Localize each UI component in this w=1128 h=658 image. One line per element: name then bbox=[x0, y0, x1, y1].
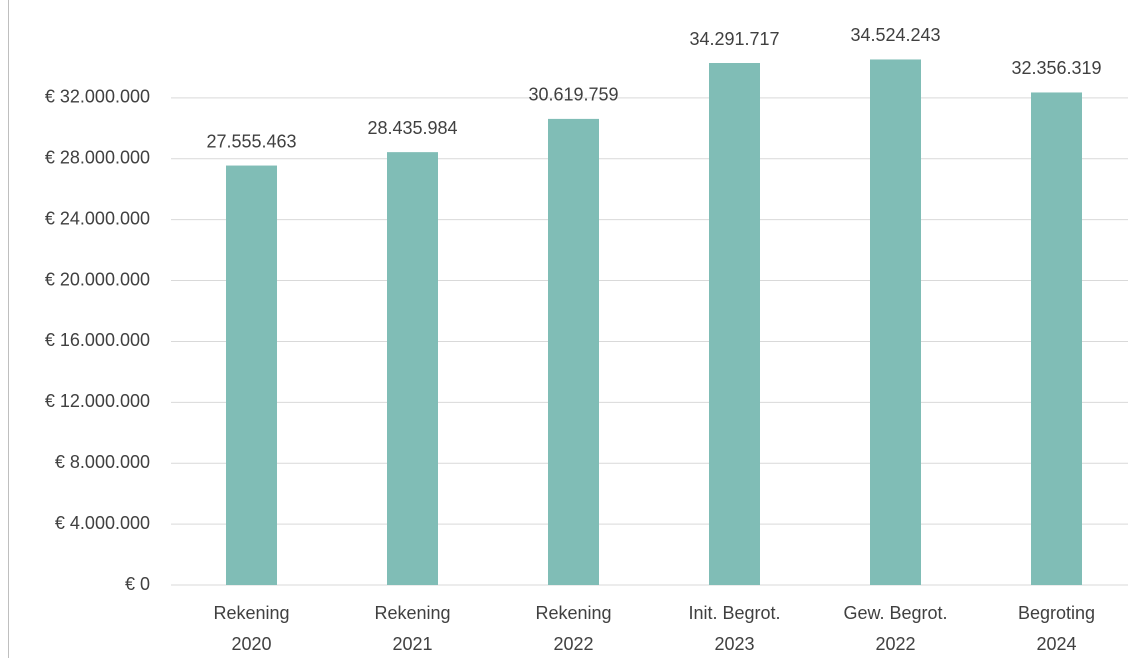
y-tick-label: € 16.000.000 bbox=[45, 330, 150, 350]
bar bbox=[1031, 92, 1082, 586]
value-label: 27.555.463 bbox=[206, 131, 296, 151]
y-tick-label: € 32.000.000 bbox=[45, 87, 150, 107]
bar bbox=[387, 152, 438, 586]
x-tick-label: 2024 bbox=[1036, 634, 1076, 654]
x-tick-label: Begroting bbox=[1018, 603, 1095, 623]
bar bbox=[548, 118, 599, 585]
y-tick-label: € 4.000.000 bbox=[55, 513, 150, 533]
value-label: 34.524.243 bbox=[850, 25, 940, 45]
value-label: 32.356.319 bbox=[1011, 58, 1101, 78]
y-tick-label: € 20.000.000 bbox=[45, 269, 150, 289]
y-tick-label: € 12.000.000 bbox=[45, 391, 150, 411]
value-label: 28.435.984 bbox=[367, 118, 457, 138]
y-tick-label: € 24.000.000 bbox=[45, 208, 150, 228]
y-tick-label: € 0 bbox=[125, 574, 150, 594]
value-label: 34.291.717 bbox=[689, 29, 779, 49]
y-tick-label: € 8.000.000 bbox=[55, 452, 150, 472]
x-tick-label: Init. Begrot. bbox=[688, 603, 780, 623]
x-tick-label: 2021 bbox=[392, 634, 432, 654]
x-tick-label: 2023 bbox=[714, 634, 754, 654]
bar bbox=[870, 59, 921, 586]
x-tick-label: Rekening bbox=[213, 603, 289, 623]
bar bbox=[226, 165, 277, 585]
x-tick-label: 2022 bbox=[553, 634, 593, 654]
x-tick-label: Rekening bbox=[374, 603, 450, 623]
x-tick-label: Rekening bbox=[535, 603, 611, 623]
x-tick-label: 2022 bbox=[875, 634, 915, 654]
bar bbox=[709, 63, 760, 586]
x-tick-label: Gew. Begrot. bbox=[843, 603, 947, 623]
value-label: 30.619.759 bbox=[528, 85, 618, 105]
y-tick-label: € 28.000.000 bbox=[45, 148, 150, 168]
x-tick-label: 2020 bbox=[231, 634, 271, 654]
